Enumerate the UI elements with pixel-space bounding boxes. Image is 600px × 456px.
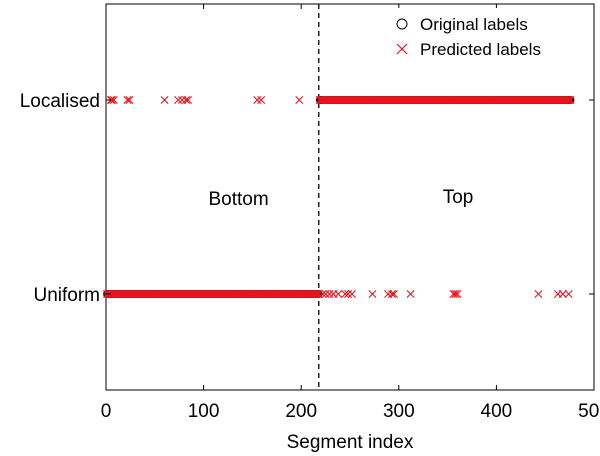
point-predicted-localised	[563, 96, 572, 104]
x-tick-label: 500	[578, 401, 600, 422]
point-predicted-outlier-uniform	[451, 290, 460, 298]
y-tick-label-uniform: Uniform	[33, 285, 100, 306]
point-predicted-outlier-localised	[182, 96, 191, 104]
legend-label-original: Original labels	[420, 15, 528, 34]
point-predicted-outlier-uniform	[321, 290, 330, 298]
point-predicted-outlier-uniform	[449, 290, 458, 298]
point-predicted-uniform	[311, 290, 320, 298]
x-axis-label: Segment index	[287, 432, 414, 453]
point-predicted-outlier-uniform	[344, 290, 353, 298]
point-predicted-outlier-uniform	[558, 290, 567, 298]
x-tick-label: 100	[188, 401, 220, 422]
axes: 0 100 200 300 400 500 Uniform Localised	[20, 4, 600, 422]
legend-marker-original	[396, 18, 408, 30]
data-marks	[102, 96, 575, 298]
point-predicted-outlier-uniform	[453, 290, 462, 298]
point-predicted-localised	[564, 96, 573, 104]
legend-box	[382, 8, 592, 64]
point-predicted-uniform	[310, 290, 319, 298]
annotation-top: Top	[443, 187, 474, 208]
point-predicted-outlier-uniform	[347, 290, 356, 298]
legend-marker-predicted	[396, 43, 408, 55]
point-predicted-outlier-localised	[174, 96, 183, 104]
point-predicted-outlier-localised	[178, 96, 187, 104]
point-predicted-outlier-localised	[107, 96, 116, 104]
point-predicted-outlier-uniform	[341, 290, 350, 298]
point-predicted-localised	[565, 96, 574, 104]
y-tick-label-localised: Localised	[20, 91, 100, 112]
point-predicted-outlier-uniform	[406, 290, 415, 298]
point-predicted-outlier-uniform	[387, 290, 396, 298]
annotation-bottom: Bottom	[208, 189, 268, 210]
point-predicted-outlier-localised	[183, 96, 192, 104]
point-predicted-outlier-uniform	[334, 290, 343, 298]
x-tick-label: 300	[383, 401, 415, 422]
x-tick-label: 400	[481, 401, 513, 422]
point-predicted-localised	[562, 96, 571, 104]
point-predicted-outlier-localised	[123, 96, 132, 104]
point-predicted-outlier-uniform	[325, 290, 334, 298]
point-predicted-outlier-localised	[295, 96, 304, 104]
point-predicted-uniform	[312, 290, 321, 298]
point-predicted-outlier-localised	[253, 96, 262, 104]
point-predicted-outlier-uniform	[564, 290, 573, 298]
legend: Original labels Predicted labels	[382, 8, 592, 64]
plot-frame	[105, 3, 595, 391]
point-predicted-outlier-uniform	[318, 290, 327, 298]
point-predicted-localised	[566, 96, 575, 104]
point-predicted-outlier-localised	[125, 96, 134, 104]
plot-area	[105, 3, 595, 391]
annotations: Bottom Top Segment index	[208, 187, 473, 453]
point-predicted-outlier-uniform	[368, 290, 377, 298]
point-predicted-outlier-uniform	[534, 290, 543, 298]
legend-label-predicted: Predicted labels	[420, 40, 541, 59]
point-predicted-outlier-localised	[160, 96, 169, 104]
point-predicted-outlier-localised	[257, 96, 266, 104]
x-tick-label: 0	[101, 401, 112, 422]
point-predicted-uniform	[314, 290, 323, 298]
point-predicted-outlier-uniform	[384, 290, 393, 298]
point-predicted-outlier-localised	[109, 96, 118, 104]
point-predicted-outlier-uniform	[389, 290, 398, 298]
x-tick-label: 200	[285, 401, 317, 422]
